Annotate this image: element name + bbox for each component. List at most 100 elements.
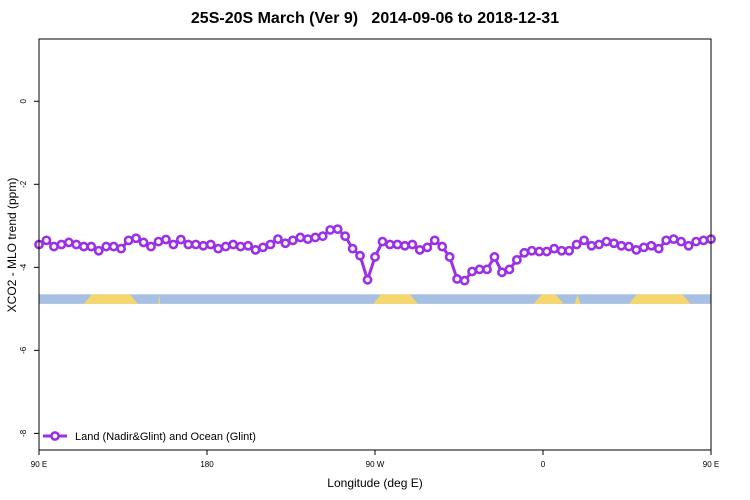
data-point (519, 247, 530, 258)
data-point (302, 234, 313, 245)
data-point (78, 241, 89, 252)
data-point (594, 239, 604, 250)
ocean-band (39, 294, 711, 304)
data-point (526, 245, 537, 256)
data-point (399, 240, 410, 251)
data-point (287, 235, 298, 246)
data-point (541, 246, 552, 257)
plot-frame (38, 38, 712, 451)
x-tick-label: 90 E (703, 460, 719, 469)
data-point (691, 236, 701, 247)
data-point (243, 240, 253, 251)
data-point (295, 232, 306, 243)
data-point (646, 240, 657, 251)
x-tick-label: 90 E (31, 460, 47, 469)
x-tick-label: 180 (200, 460, 214, 469)
data-point (586, 240, 597, 251)
data-point (190, 239, 201, 250)
land-segment (533, 294, 564, 304)
data-point (161, 234, 171, 245)
data-point (63, 237, 74, 248)
data-point (698, 235, 709, 246)
data-point (661, 235, 672, 246)
data-point (385, 239, 395, 250)
y-tick-label: -4 (19, 263, 28, 271)
chart-title: 25S-20S March (Ver 9) 2014-09-06 to 2018… (190, 10, 560, 27)
land-segment (574, 294, 581, 304)
data-point (153, 236, 164, 247)
data-point (280, 238, 291, 249)
data-point (429, 235, 440, 246)
data-point (362, 274, 373, 285)
data-point (235, 241, 246, 252)
x-axis-label: Longitude (deg E) (327, 476, 423, 490)
data-point (444, 252, 455, 262)
y-tick-label: -8 (19, 429, 28, 437)
data-point (332, 224, 343, 235)
land-segment (83, 294, 138, 304)
data-point (549, 243, 560, 254)
data-point (437, 241, 448, 252)
data-point (325, 225, 336, 235)
data-point (138, 237, 149, 248)
series-layer (34, 224, 716, 286)
legend-swatch-marker (50, 431, 60, 441)
y-tick-label: -6 (19, 346, 28, 354)
data-point (175, 234, 186, 245)
land-segment (628, 294, 691, 304)
data-point (638, 242, 649, 253)
data-point (250, 244, 261, 255)
y-tick-label: 0 (19, 98, 28, 103)
data-point (534, 246, 545, 257)
land-segment (158, 294, 161, 304)
data-point (579, 235, 589, 246)
data-point (273, 234, 283, 245)
land-segment (373, 294, 418, 304)
land-ocean-mask (39, 294, 711, 304)
data-point (631, 244, 642, 255)
data-point (377, 236, 388, 247)
data-point (265, 239, 276, 250)
data-point (86, 241, 97, 252)
data-point (258, 242, 268, 253)
data-point (407, 239, 418, 250)
data-point (414, 244, 425, 255)
data-point (676, 236, 687, 247)
data-point (459, 275, 470, 286)
data-point (422, 242, 433, 253)
data-point (467, 266, 477, 277)
x-tick-label: 0 (541, 460, 546, 469)
data-point (310, 232, 321, 243)
data-point (489, 252, 500, 262)
data-point (220, 241, 231, 252)
data-point (168, 239, 179, 250)
data-point (108, 241, 119, 252)
data-point (370, 252, 380, 262)
data-point (355, 250, 365, 261)
data-point (123, 235, 134, 246)
data-point (205, 239, 216, 250)
data-point (101, 241, 112, 252)
data-point (668, 234, 679, 245)
data-point (623, 241, 634, 252)
data-point (504, 264, 515, 275)
data-point (56, 239, 67, 250)
data-point (609, 238, 619, 249)
y-tick-label: -2 (19, 180, 28, 188)
data-point (556, 245, 567, 256)
data-point (571, 239, 582, 250)
data-point (497, 267, 507, 278)
data-point (183, 239, 194, 250)
data-point (116, 243, 127, 254)
data-point (564, 245, 575, 256)
x-tick-label: 90 W (366, 460, 385, 469)
data-point (198, 240, 209, 251)
data-point (131, 233, 141, 244)
data-point (213, 243, 224, 254)
data-point (340, 231, 351, 242)
data-point (71, 239, 82, 250)
legend-label: Land (Nadir&Glint) and Ocean (Glint) (75, 431, 256, 443)
data-point (347, 243, 358, 254)
data-point (474, 264, 485, 275)
